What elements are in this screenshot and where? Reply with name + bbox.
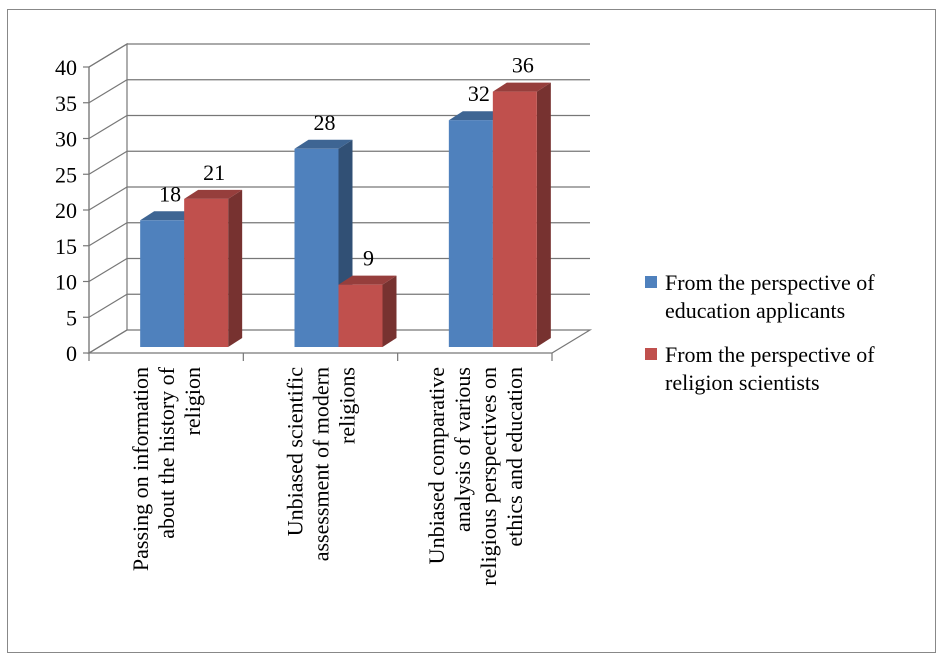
category-label-line: ethics and education — [502, 367, 527, 547]
y-tick-label: 20 — [55, 198, 77, 223]
category-label-line: Passing on information — [128, 367, 153, 571]
category-label-line: about the history of — [154, 366, 179, 538]
side-gridline — [88, 222, 128, 247]
bar-top — [184, 189, 243, 199]
data-label: 32 — [468, 81, 490, 106]
category-label: Passing on information about the history … — [128, 366, 205, 571]
y-tick-label: 25 — [55, 162, 77, 187]
category-label-line: religions — [335, 367, 360, 444]
data-labels: 18 21 28 9 32 36 — [159, 53, 534, 271]
y-tick-label: 30 — [55, 127, 77, 152]
bar-front — [294, 148, 339, 347]
data-label: 36 — [512, 53, 534, 78]
category-label-line: religious perspectives on — [476, 367, 501, 586]
side-gridline — [88, 150, 128, 175]
bar-top — [338, 275, 397, 285]
data-label: 9 — [363, 246, 374, 271]
bar-front — [338, 284, 383, 347]
x-axis-categories: Passing on information about the history … — [88, 353, 553, 586]
data-label: 21 — [203, 160, 225, 185]
bar-front — [448, 120, 493, 347]
side-gridline — [88, 293, 128, 318]
side-gridline — [88, 79, 128, 104]
category-label-line: religion — [180, 367, 205, 435]
data-label: 18 — [159, 181, 181, 206]
y-tick-label: 5 — [66, 305, 77, 330]
bar-top — [294, 139, 353, 149]
legend-item: From the perspective of education applica… — [645, 270, 875, 323]
legend-label: From the perspective of — [665, 270, 875, 295]
bar-front — [140, 220, 185, 347]
category-label-line: Unbiased comparative — [424, 367, 449, 564]
side-gridline — [88, 43, 128, 68]
legend-label: From the perspective of — [665, 342, 875, 367]
legend: From the perspective of education applica… — [645, 270, 875, 395]
category-label-line: assessment of modern — [309, 367, 334, 561]
y-tick-label: 0 — [66, 341, 77, 366]
legend-label: education applicants — [665, 298, 845, 323]
bar-side — [382, 275, 397, 347]
bar-top — [492, 82, 551, 92]
y-tick-label: 35 — [55, 91, 77, 116]
category-label: Unbiased comparative analysis of various r… — [424, 367, 527, 586]
side-gridline — [88, 257, 128, 283]
legend-item: From the perspective of religion scientis… — [645, 342, 875, 395]
data-label: 28 — [314, 110, 336, 135]
bar-front — [184, 198, 229, 347]
y-tick-label: 40 — [55, 55, 77, 80]
side-gridline — [88, 114, 128, 140]
bar-side — [228, 189, 243, 347]
category-label-line: analysis of various — [450, 367, 475, 532]
bars — [140, 82, 551, 347]
category-label-line: Unbiased scientific — [283, 367, 308, 536]
legend-swatch — [645, 348, 657, 360]
bar — [492, 82, 551, 347]
y-tick-label: 15 — [55, 234, 77, 259]
legend-swatch — [645, 276, 657, 288]
y-axis: 0 5 10 15 20 25 30 35 40 — [55, 55, 90, 366]
bar — [184, 189, 243, 347]
legend-label: religion scientists — [665, 370, 820, 395]
bar-front — [492, 91, 537, 347]
bar-side — [536, 82, 551, 347]
bar-top — [448, 111, 507, 121]
bar — [338, 275, 397, 347]
y-tick-label: 10 — [55, 270, 77, 295]
side-gridline — [88, 186, 128, 211]
bar-top — [140, 211, 199, 221]
category-label: Unbiased scientific assessment of modern r… — [283, 367, 360, 562]
